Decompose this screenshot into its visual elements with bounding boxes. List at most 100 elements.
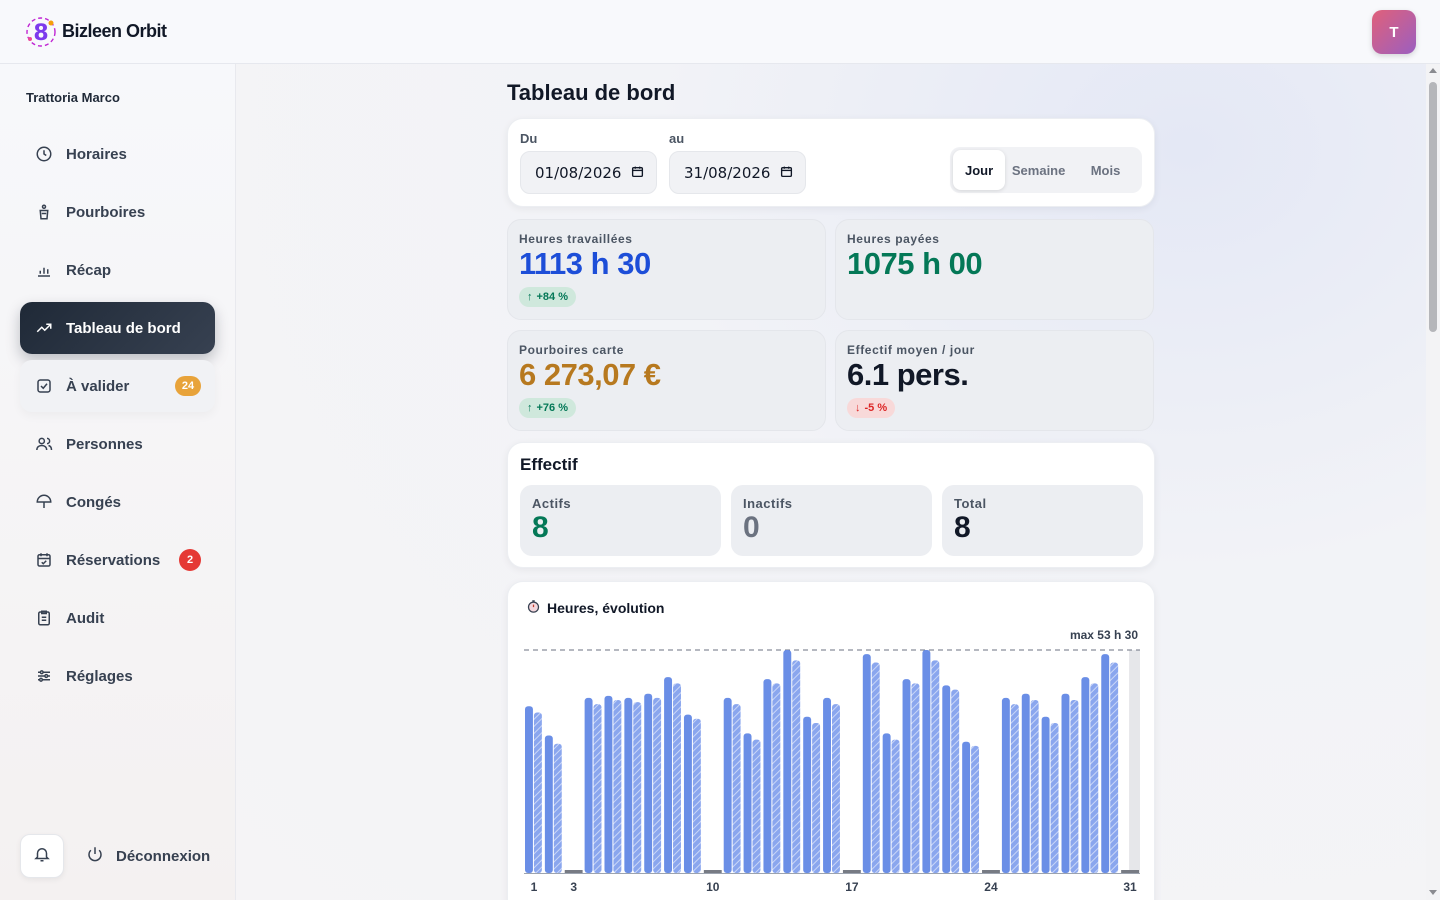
bar <box>584 697 593 873</box>
bar-hatched <box>1070 700 1079 873</box>
bar-hatched <box>692 718 701 873</box>
bar <box>882 733 891 873</box>
bar <box>902 679 911 873</box>
effectif-value: 8 <box>532 511 549 544</box>
scrollbar-thumb[interactable] <box>1429 82 1437 332</box>
bar <box>922 650 931 873</box>
stat-value: 6.1 pers. <box>847 357 969 392</box>
sidebar-item-personnes[interactable]: Personnes <box>20 418 215 470</box>
sidebar-item-a-valider[interactable]: À valider 24 <box>20 360 215 412</box>
x-tick-label: 3 <box>570 880 577 894</box>
sidebar-item-pourboires[interactable]: Pourboires <box>20 186 215 238</box>
sidebar-item-audit[interactable]: Audit <box>20 592 215 644</box>
scroll-up-arrow-icon[interactable] <box>1429 68 1437 73</box>
calendar-check-icon <box>34 550 54 570</box>
effectif-actifs: Actifs 8 <box>520 485 721 556</box>
highlight-day-bg <box>1129 650 1140 873</box>
stat-card-pourboires-carte: Pourboires carte 6 273,07 € ↑ +76 % <box>507 330 826 431</box>
x-tick-label: 31 <box>1123 880 1137 894</box>
logout-label: Déconnexion <box>116 847 211 865</box>
hours-bar-chart: 1 3 10 17 24 31 <box>524 649 1140 894</box>
bar <box>1001 697 1010 873</box>
stat-value: 6 273,07 € <box>519 357 661 392</box>
bar-hatched <box>812 722 821 873</box>
effectif-total: Total 8 <box>942 485 1143 556</box>
bar <box>962 741 971 873</box>
stat-card-heures-travaillees: Heures travaillées 1113 h 30 ↑ +84 % <box>507 219 826 320</box>
bar <box>862 654 871 873</box>
sidebar-item-reservations[interactable]: Réservations 2 <box>20 534 215 586</box>
sidebar-item-horaires[interactable]: Horaires <box>20 128 215 180</box>
effectif-label: Actifs <box>532 496 572 511</box>
period-jour-button[interactable]: Jour <box>953 150 1006 190</box>
calendar-icon <box>780 164 793 182</box>
power-icon <box>86 845 104 867</box>
bar-hatched <box>593 704 602 873</box>
from-date-input[interactable]: 01/08/2026 <box>520 151 657 194</box>
period-mois-button[interactable]: Mois <box>1090 162 1121 178</box>
bar <box>723 697 732 873</box>
to-date-label: au <box>669 131 685 146</box>
bar <box>525 706 533 873</box>
empty-day-marker <box>564 870 583 873</box>
empty-day-marker <box>1121 870 1139 873</box>
sidebar-item-tableau-de-bord[interactable]: Tableau de bord <box>20 302 215 354</box>
tip-jar-icon <box>34 202 54 222</box>
page-title: Tableau de bord <box>507 80 676 105</box>
sidebar-item-label: Horaires <box>66 145 127 163</box>
bar-hatched <box>951 689 960 873</box>
sidebar-item-reglages[interactable]: Réglages <box>20 650 215 702</box>
bar-hatched <box>732 704 741 873</box>
stat-label: Heures travaillées <box>519 232 633 246</box>
effectif-value: 0 <box>743 511 760 544</box>
sidebar-item-label: Personnes <box>66 435 143 453</box>
bar-hatched <box>553 743 562 873</box>
to-date-value: 31/08/2026 <box>684 163 771 182</box>
to-date-input[interactable]: 31/08/2026 <box>669 151 806 194</box>
umbrella-icon <box>34 492 54 512</box>
sidebar-nav: Horaires Pourboires Récap Tableau de bor… <box>20 128 215 708</box>
bar <box>1101 654 1110 873</box>
sidebar-item-label: Audit <box>66 609 105 627</box>
sidebar-item-recap[interactable]: Récap <box>20 244 215 296</box>
bar-chart-icon <box>34 260 54 280</box>
effectif-label: Total <box>954 496 987 511</box>
bar-hatched <box>533 712 542 873</box>
bar-hatched <box>871 662 880 873</box>
trend-up-icon <box>34 318 54 338</box>
stat-label: Pourboires carte <box>519 343 624 357</box>
empty-day-marker <box>982 870 1000 873</box>
bar <box>803 716 812 873</box>
user-avatar[interactable]: T <box>1372 10 1416 54</box>
trend-badge: ↑ +76 % <box>519 398 576 418</box>
sidebar-item-conges[interactable]: Congés <box>20 476 215 528</box>
scrollbar[interactable] <box>1426 64 1440 900</box>
stat-value: 1113 h 30 <box>519 246 651 281</box>
period-semaine-button[interactable]: Semaine <box>1011 162 1066 178</box>
users-icon <box>34 434 54 454</box>
bar-hatched <box>931 660 940 873</box>
bar <box>1061 693 1070 873</box>
chart-title: Heures, évolution <box>526 599 664 617</box>
stat-card-effectif-moyen: Effectif moyen / jour 6.1 pers. ↓ -5 % <box>835 330 1154 431</box>
date-filter-card: Du 01/08/2026 au 31/08/2026 Jour Semaine… <box>507 118 1155 207</box>
sliders-icon <box>34 666 54 686</box>
main-content: Tableau de bord Du 01/08/2026 au 31/08/2… <box>236 64 1426 900</box>
sidebar-item-label: Congés <box>66 493 122 511</box>
scroll-down-arrow-icon[interactable] <box>1429 890 1437 895</box>
effectif-card: Effectif Actifs 8 Inactifs 0 Total 8 <box>507 442 1155 568</box>
bar <box>604 695 613 873</box>
empty-day-marker <box>842 870 861 873</box>
hours-chart-card: Heures, évolution max 53 h 30 1 3 10 17 24 31 <box>507 581 1155 900</box>
sidebar-item-label: Pourboires <box>66 203 146 221</box>
logout-button[interactable]: Déconnexion <box>86 836 210 876</box>
x-tick-label: 24 <box>984 880 998 894</box>
brand-name: Bizleen Orbit <box>62 21 167 41</box>
bar <box>683 714 692 873</box>
brand[interactable]: 8 Bizleen Orbit <box>24 15 167 49</box>
notifications-button[interactable] <box>20 834 64 878</box>
arrow-down-icon: ↓ <box>855 402 861 414</box>
bar <box>1081 677 1090 873</box>
bar-hatched <box>653 697 662 873</box>
sidebar-item-label: Réservations <box>66 551 161 569</box>
